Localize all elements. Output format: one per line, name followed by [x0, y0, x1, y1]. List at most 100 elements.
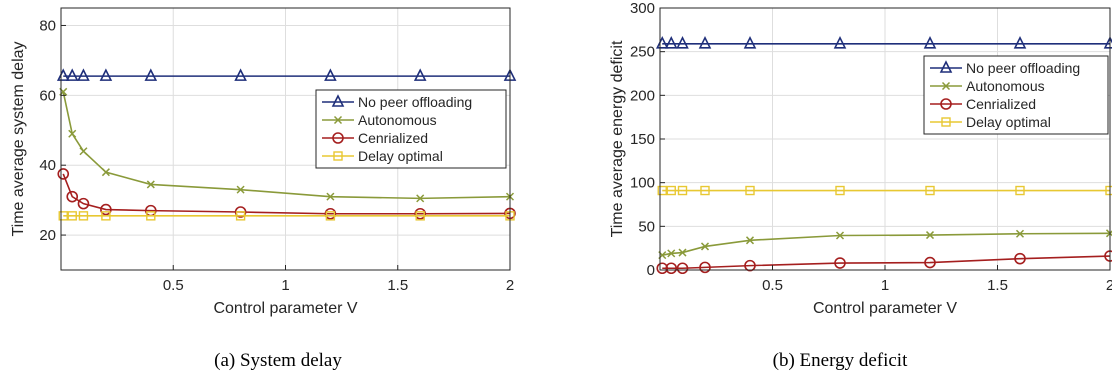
data-point: [745, 236, 755, 245]
data-point: [698, 36, 712, 49]
legend: No peer offloading Autonomous Cenrialized D…: [315, 89, 507, 169]
data-point: [1013, 36, 1027, 49]
y-tick-label: 50: [638, 218, 655, 235]
y-tick-label: 0: [647, 262, 655, 279]
data-point: [414, 207, 427, 220]
series-delay-optimal: [58, 211, 515, 221]
y-axis-label: Time average energy deficit: [609, 40, 626, 237]
data-point: [833, 36, 847, 49]
legend-item-delay-optimal: Delay optimal: [930, 114, 1051, 130]
x-tick-label: 1.5: [987, 277, 1008, 294]
legend-label: Autonomous: [966, 78, 1045, 94]
y-tick-label: 200: [630, 87, 655, 104]
data-point: [77, 197, 90, 210]
data-point: [324, 207, 337, 220]
data-point: [743, 36, 757, 49]
series-cenrialized: [57, 168, 516, 220]
data-point: [657, 185, 667, 196]
data-point: [1015, 185, 1025, 196]
data-point: [144, 68, 158, 81]
data-point: [744, 259, 756, 272]
y-tick-label: 80: [39, 17, 56, 34]
x-tick-label: 1.5: [387, 277, 408, 294]
data-point: [236, 185, 245, 194]
y-tick-label: 40: [39, 157, 56, 174]
data-point: [745, 185, 755, 196]
data-point: [67, 211, 77, 221]
series-autonomous: [59, 87, 515, 203]
data-point: [1014, 252, 1026, 265]
data-point: [700, 242, 710, 251]
data-point: [324, 68, 337, 81]
legend-item-cenrialized: Cenrialized: [322, 130, 428, 146]
y-axis-label: Time average system delay: [10, 41, 27, 236]
data-point: [234, 68, 247, 81]
legend-label: Cenrialized: [358, 130, 428, 146]
data-point: [325, 211, 336, 221]
data-point: [415, 211, 425, 221]
data-point: [77, 68, 90, 81]
legend-marker: [332, 132, 344, 144]
data-point: [678, 248, 687, 257]
y-tick-label: 250: [630, 44, 655, 61]
legend-label: Cenrialized: [966, 96, 1036, 112]
data-point: [146, 180, 155, 189]
legend-label: No peer offloading: [358, 94, 472, 110]
series-line: [662, 255, 1111, 270]
legend-item-delay-optimal: Delay optimal: [322, 148, 443, 164]
legend-marker: [941, 117, 951, 127]
data-point: [676, 262, 689, 275]
data-point: [66, 190, 79, 203]
data-point: [78, 211, 89, 221]
data-point: [676, 36, 689, 49]
y-tick-label: 100: [630, 175, 655, 192]
data-point: [923, 36, 937, 49]
caption-system-delay: (a) System delay: [214, 350, 342, 371]
x-tick-label: 2: [1106, 277, 1112, 294]
data-point: [1015, 229, 1025, 238]
y-tick-label: 150: [630, 131, 655, 148]
data-point: [57, 168, 70, 180]
y-tick-label: 20: [39, 227, 56, 244]
data-point: [677, 185, 688, 196]
legend-item-no-peer-offloading: No peer offloading: [322, 94, 472, 110]
legend-marker: [940, 98, 952, 110]
x-tick-label: 1: [881, 277, 889, 294]
data-point: [699, 261, 711, 274]
data-point: [100, 203, 112, 216]
legend-item-autonomous: Autonomous: [930, 78, 1045, 94]
legend-label: Delay optimal: [358, 148, 443, 164]
legend-marker: [939, 60, 953, 73]
data-point: [925, 231, 935, 240]
data-point: [666, 185, 676, 196]
data-point: [925, 185, 935, 196]
x-axis-label: Control parameter V: [213, 300, 357, 317]
x-tick-label: 0.5: [762, 277, 783, 294]
legend-marker: [331, 94, 345, 107]
data-point: [413, 68, 427, 81]
data-point: [924, 256, 936, 269]
data-point: [326, 192, 335, 201]
y-tick-label: 60: [39, 87, 56, 104]
legend: No peer offloading Autonomous Cenrialized D…: [923, 55, 1109, 135]
data-point: [664, 36, 678, 49]
data-point: [146, 211, 156, 221]
legend-label: Autonomous: [358, 112, 437, 128]
legend-box: [315, 89, 507, 169]
legend-label: No peer offloading: [966, 60, 1080, 76]
data-point: [834, 257, 846, 269]
data-point: [235, 211, 246, 221]
chart-system-delay: 0.5 1 1.5 2 20 40 60 80 Control parameter V Time …: [10, 7, 517, 317]
data-point: [79, 147, 88, 156]
data-point: [101, 168, 110, 177]
data-point: [665, 262, 678, 275]
data-point: [700, 185, 710, 196]
legend-marker: [333, 115, 343, 125]
data-point: [58, 211, 68, 221]
data-point: [667, 249, 676, 258]
data-point: [835, 231, 845, 240]
y-tick-label: 300: [630, 0, 655, 17]
data-point: [101, 211, 111, 221]
legend-label: Delay optimal: [966, 114, 1051, 130]
data-point: [68, 129, 77, 138]
